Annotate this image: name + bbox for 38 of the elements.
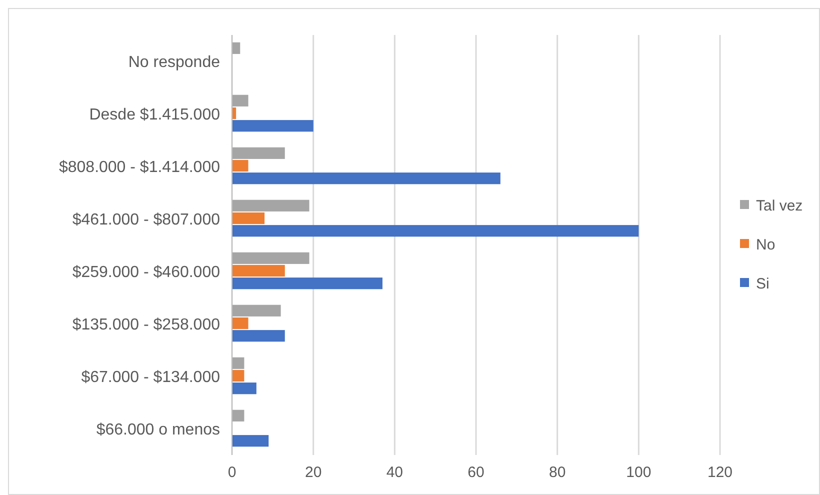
y-tick-label: $461.000 - $807.000 [72,211,220,228]
bar [232,94,248,106]
y-tick-label: $808.000 - $1.414.000 [58,158,220,176]
bar [232,42,240,54]
x-tick-label: 20 [304,464,322,481]
bar [232,160,248,172]
bar [232,304,281,316]
y-tick-label: $135.000 - $258.000 [72,316,220,334]
bar [232,147,285,159]
x-tick-label: 120 [707,464,733,481]
bar [232,264,285,277]
y-tick-label: $67.000 - $134.000 [81,368,220,386]
bar [232,357,244,369]
x-tick-label: 60 [468,464,484,481]
legend-label: Si [756,275,770,292]
y-tick-label: $259.000 - $460.000 [72,264,220,281]
x-tick-label: 0 [228,464,236,481]
x-tick-label: 100 [626,464,652,481]
bar [232,120,314,132]
bar [232,435,269,447]
bar [232,382,256,394]
legend-label: Tal vez [756,197,803,214]
bar [232,330,285,342]
bar [232,410,244,422]
bar [232,317,248,330]
bar [232,172,500,184]
bar [232,200,310,212]
x-tick-label: 80 [548,464,566,481]
bar [232,278,382,290]
y-tick-label: No responde [128,54,220,71]
bar [232,252,310,264]
legend-label: No [756,236,776,254]
y-tick-label: $66.000 o menos [96,421,220,438]
bar [232,212,265,224]
bar [232,370,244,382]
y-tick-label: Desde $1.415.000 [89,106,220,124]
bar [232,225,639,237]
x-tick-label: 40 [386,464,404,481]
